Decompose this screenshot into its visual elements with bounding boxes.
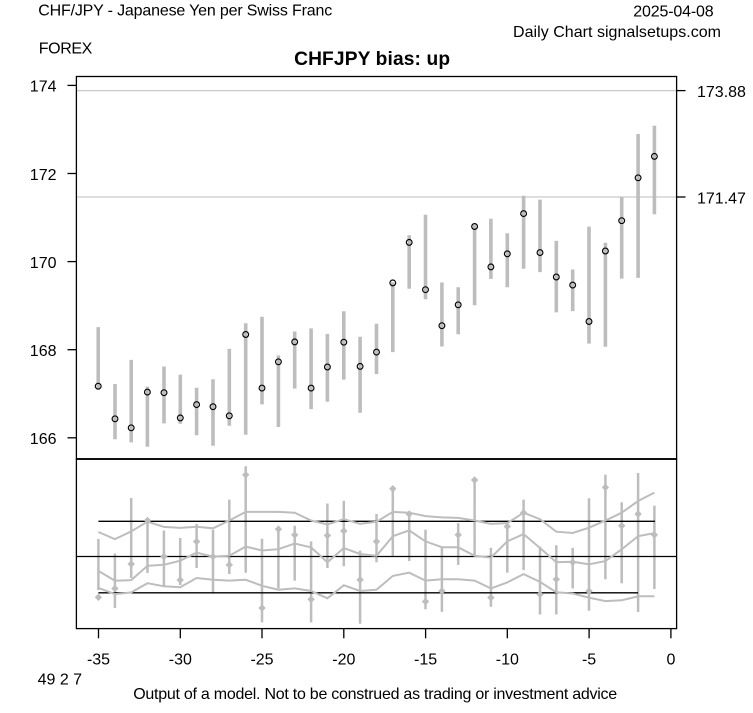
svg-text:172: 172 [30, 167, 57, 184]
svg-text:2025-04-08: 2025-04-08 [633, 4, 713, 21]
svg-text:-15: -15 [414, 652, 437, 669]
svg-text:-10: -10 [496, 652, 519, 669]
svg-text:-20: -20 [332, 652, 355, 669]
svg-text:-25: -25 [250, 652, 273, 669]
svg-text:168: 168 [30, 343, 57, 360]
svg-text:-35: -35 [87, 652, 110, 669]
svg-text:171.47: 171.47 [697, 190, 746, 207]
svg-text:173.88: 173.88 [697, 84, 746, 101]
svg-text:CHFJPY bias: up: CHFJPY bias: up [294, 49, 450, 70]
svg-text:FOREX: FOREX [39, 40, 93, 57]
svg-text:CHF/JPY - Japanese Yen per Swi: CHF/JPY - Japanese Yen per Swiss Franc [38, 2, 332, 19]
svg-text:166: 166 [30, 431, 57, 448]
svg-text:-30: -30 [169, 652, 192, 669]
svg-text:Daily Chart signalsetups.com: Daily Chart signalsetups.com [513, 24, 721, 41]
svg-text:49 2 7: 49 2 7 [38, 672, 83, 689]
svg-text:Output of a model. Not to be c: Output of a model. Not to be construed a… [133, 686, 617, 703]
svg-text:-5: -5 [582, 652, 596, 669]
svg-text:174: 174 [30, 79, 57, 96]
svg-text:170: 170 [30, 255, 57, 272]
svg-text:0: 0 [666, 652, 675, 669]
